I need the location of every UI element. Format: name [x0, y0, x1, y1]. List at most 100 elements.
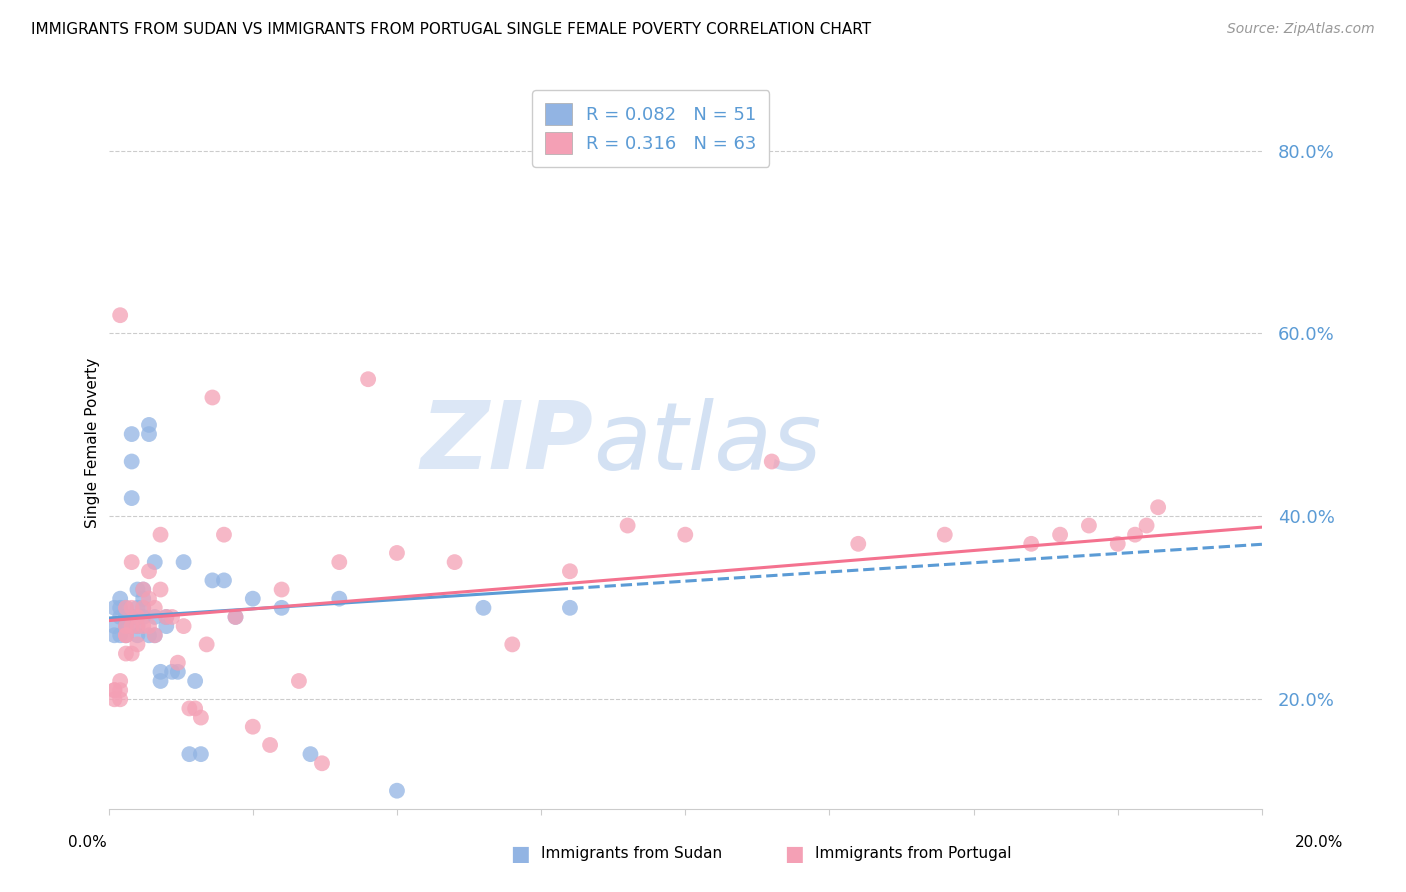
Text: atlas: atlas — [593, 398, 821, 489]
Point — [173, 555, 195, 569]
Point — [132, 600, 155, 615]
Point — [160, 665, 183, 679]
Point — [143, 555, 166, 569]
Point — [934, 527, 956, 541]
Point — [1135, 518, 1157, 533]
Point — [103, 683, 125, 698]
Point — [173, 619, 195, 633]
Point — [143, 600, 166, 615]
Point — [501, 637, 523, 651]
Point — [195, 637, 218, 651]
Point — [115, 628, 138, 642]
Point — [132, 591, 155, 606]
Point — [115, 647, 138, 661]
Point — [166, 665, 188, 679]
Point — [127, 637, 149, 651]
Point — [121, 427, 143, 442]
Point — [108, 591, 131, 606]
Text: Source: ZipAtlas.com: Source: ZipAtlas.com — [1227, 22, 1375, 37]
Point — [138, 564, 160, 578]
Point — [127, 628, 149, 642]
Point — [212, 527, 235, 541]
Point — [1049, 527, 1071, 541]
Point — [160, 610, 183, 624]
Point — [121, 555, 143, 569]
Point — [132, 610, 155, 624]
Text: 0.0%: 0.0% — [67, 835, 107, 849]
Point — [190, 710, 212, 724]
Point — [311, 756, 333, 771]
Point — [143, 628, 166, 642]
Point — [127, 610, 149, 624]
Point — [121, 610, 143, 624]
Point — [115, 619, 138, 633]
Point — [299, 747, 322, 761]
Point — [132, 582, 155, 597]
Text: ■: ■ — [785, 844, 804, 863]
Point — [108, 600, 131, 615]
Point — [242, 720, 264, 734]
Point — [127, 600, 149, 615]
Point — [155, 610, 177, 624]
Point — [127, 619, 149, 633]
Point — [121, 454, 143, 468]
Point — [115, 619, 138, 633]
Point — [108, 610, 131, 624]
Point — [184, 701, 207, 715]
Point — [138, 628, 160, 642]
Point — [149, 582, 172, 597]
Point — [328, 591, 350, 606]
Point — [143, 628, 166, 642]
Point — [127, 610, 149, 624]
Point — [103, 628, 125, 642]
Point — [166, 656, 188, 670]
Point — [115, 600, 138, 615]
Text: ZIP: ZIP — [420, 397, 593, 489]
Point — [443, 555, 465, 569]
Point — [121, 647, 143, 661]
Point — [155, 610, 177, 624]
Text: ■: ■ — [510, 844, 530, 863]
Point — [224, 610, 246, 624]
Point — [121, 619, 143, 633]
Point — [1019, 537, 1042, 551]
Point — [121, 491, 143, 505]
Point — [115, 619, 138, 633]
Legend: R = 0.082   N = 51, R = 0.316   N = 63: R = 0.082 N = 51, R = 0.316 N = 63 — [531, 90, 769, 167]
Point — [138, 619, 160, 633]
Point — [103, 619, 125, 633]
Point — [616, 518, 638, 533]
Point — [184, 673, 207, 688]
Point — [242, 591, 264, 606]
Point — [115, 628, 138, 642]
Point — [224, 610, 246, 624]
Point — [115, 628, 138, 642]
Point — [103, 683, 125, 698]
Point — [103, 600, 125, 615]
Point — [138, 591, 160, 606]
Point — [179, 747, 201, 761]
Point — [259, 738, 281, 752]
Point — [1147, 500, 1170, 515]
Point — [385, 783, 408, 797]
Point — [149, 673, 172, 688]
Point — [127, 619, 149, 633]
Point — [1077, 518, 1099, 533]
Point — [108, 308, 131, 322]
Point — [121, 600, 143, 615]
Point — [132, 600, 155, 615]
Point — [138, 427, 160, 442]
Point — [108, 683, 131, 698]
Point — [846, 537, 869, 551]
Text: IMMIGRANTS FROM SUDAN VS IMMIGRANTS FROM PORTUGAL SINGLE FEMALE POVERTY CORRELAT: IMMIGRANTS FROM SUDAN VS IMMIGRANTS FROM… — [31, 22, 872, 37]
Text: 20.0%: 20.0% — [1295, 835, 1343, 849]
Point — [179, 701, 201, 715]
Y-axis label: Single Female Poverty: Single Female Poverty — [86, 358, 100, 528]
Point — [149, 527, 172, 541]
Point — [212, 574, 235, 588]
Point — [132, 582, 155, 597]
Point — [558, 600, 581, 615]
Text: Immigrants from Sudan: Immigrants from Sudan — [541, 847, 723, 861]
Point — [143, 610, 166, 624]
Point — [115, 600, 138, 615]
